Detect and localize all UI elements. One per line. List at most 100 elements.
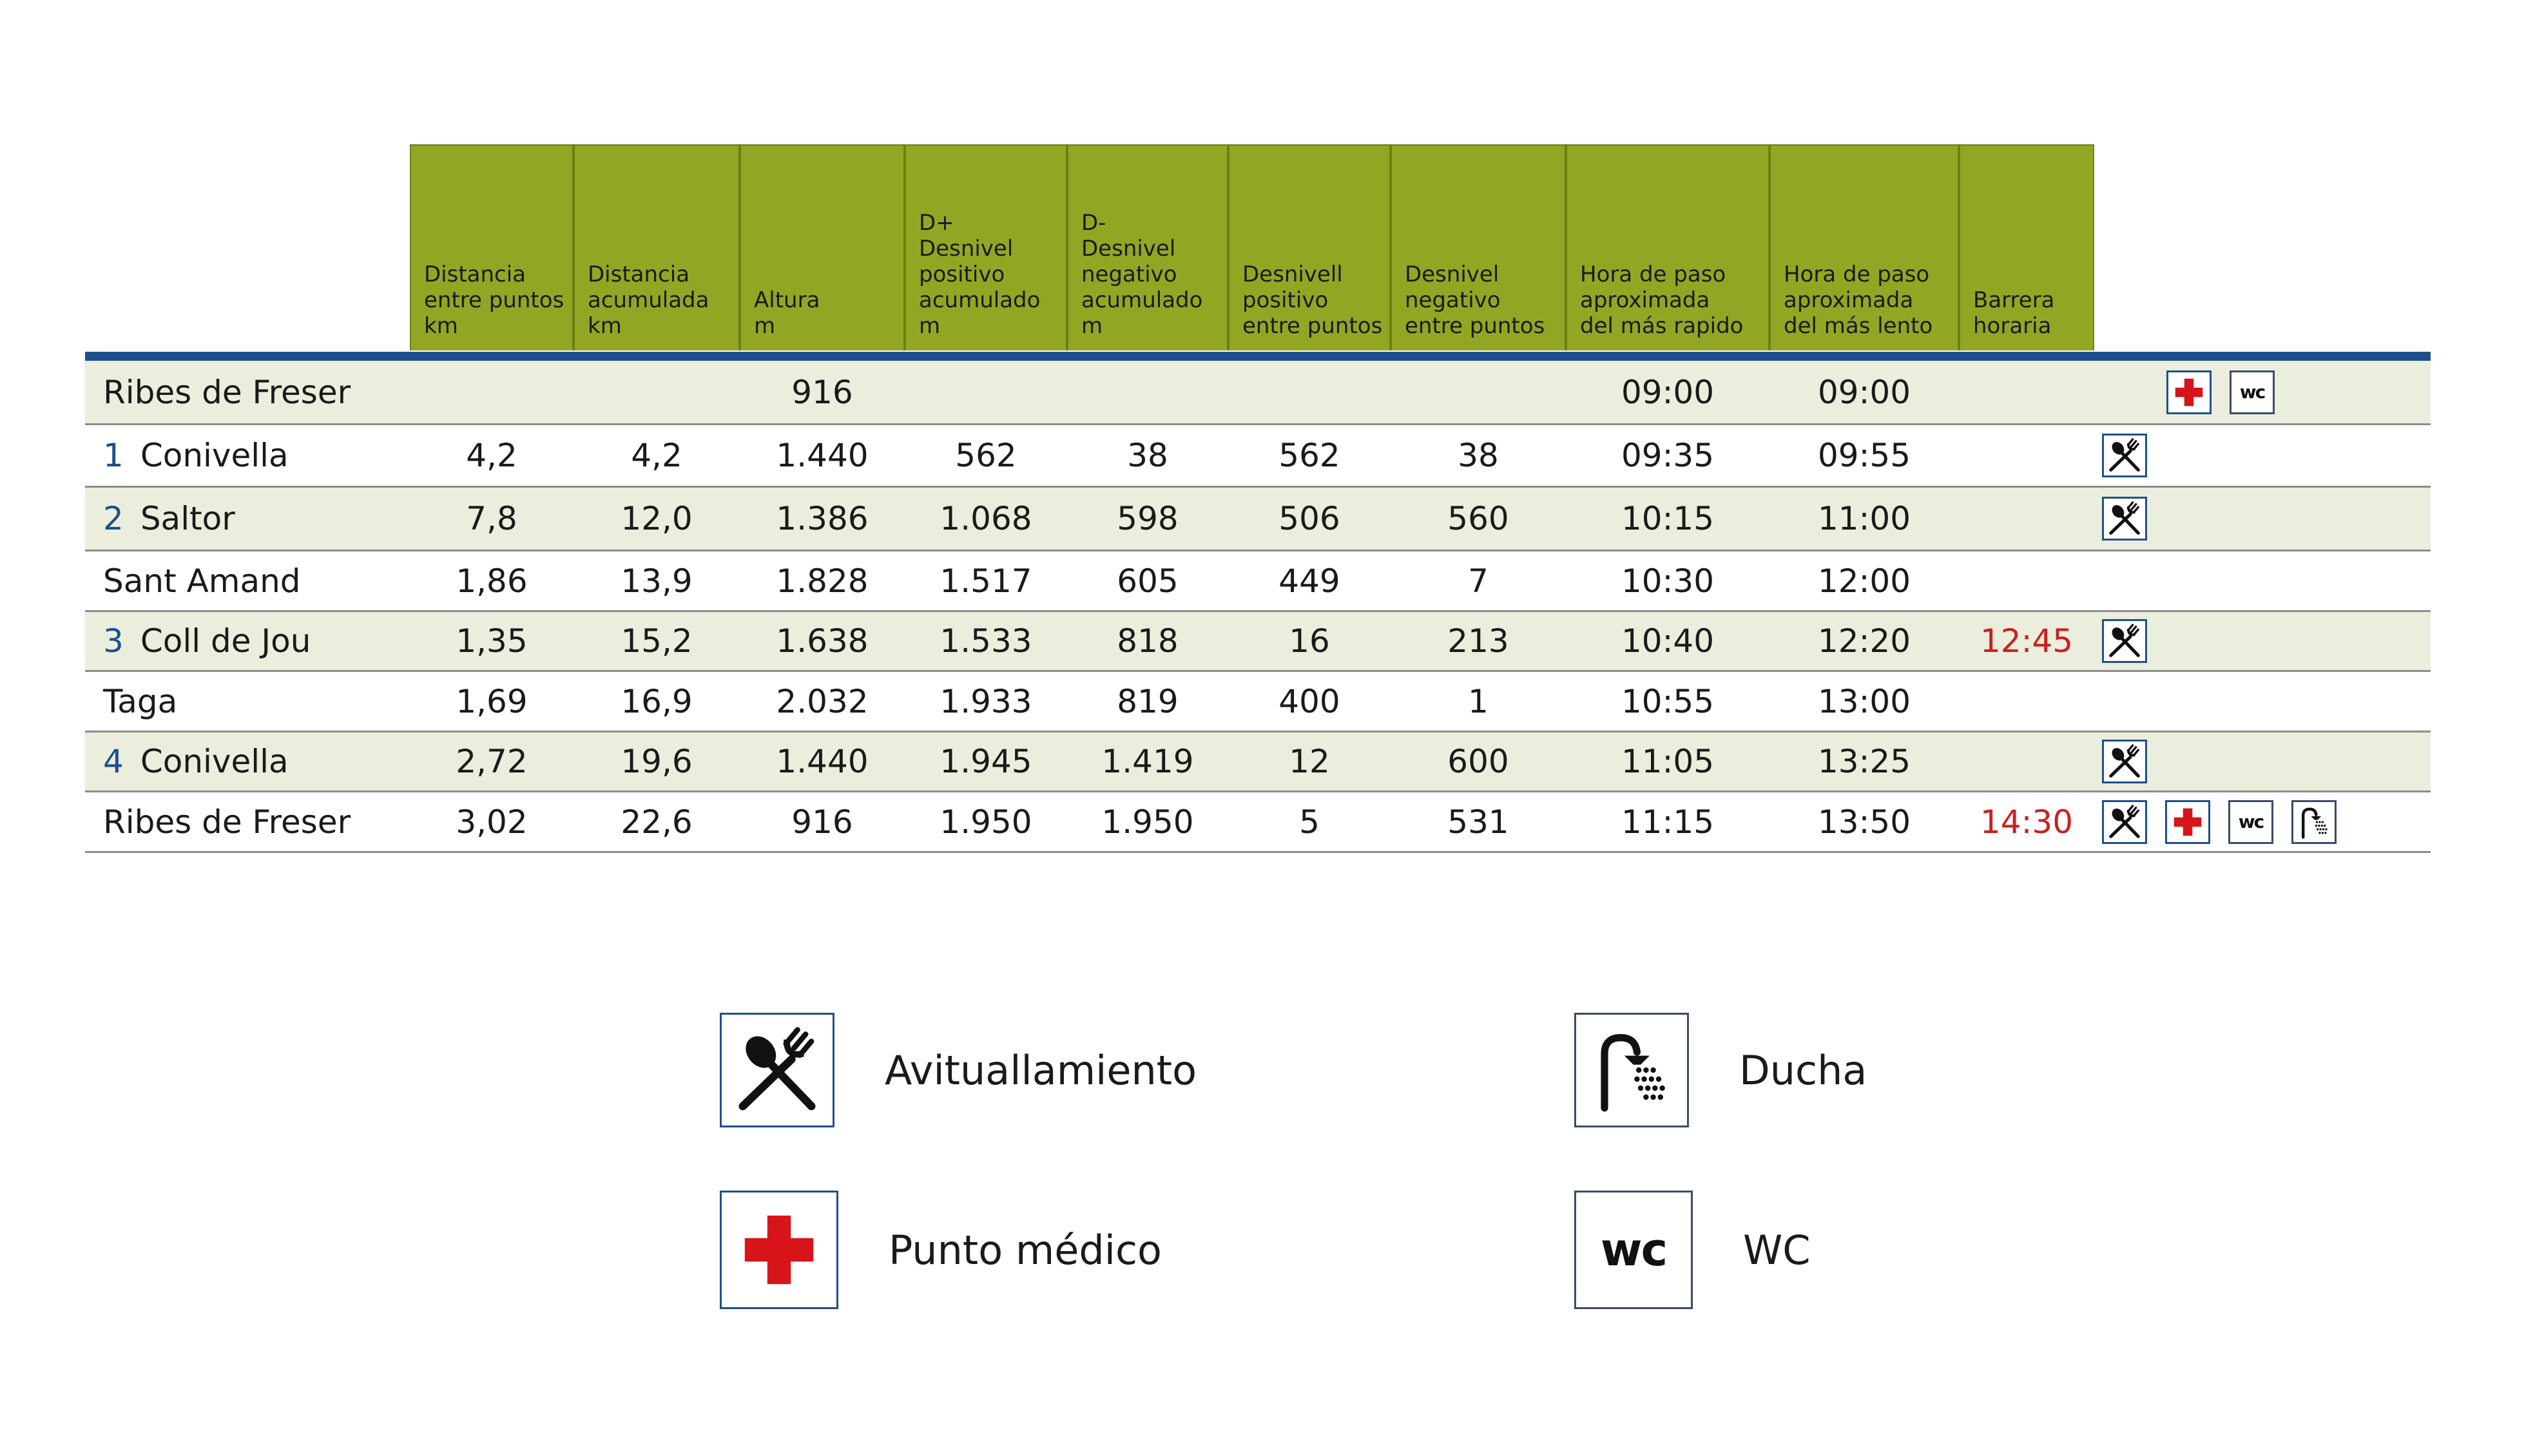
legend-item: Punto médico xyxy=(720,1191,1162,1309)
shower-icon-legend xyxy=(1574,1013,1689,1127)
table-cell xyxy=(905,361,1067,423)
column-header: Altura m xyxy=(740,144,905,350)
table-row: 4 Conivella 2,72 19,6 1.440 1.945 1.419 12 600 11… xyxy=(85,733,2431,792)
table-cell: 1.068 xyxy=(940,500,1032,537)
table-cell: 531 xyxy=(1447,803,1509,841)
time-barrier-cell: 14:30 xyxy=(1980,803,2074,841)
service-icons xyxy=(2102,612,2147,670)
column-header-line: m xyxy=(919,313,941,339)
time-barrier-cell xyxy=(1959,488,2094,550)
table-cell: 15,2 xyxy=(621,622,693,660)
fork-knife-icon xyxy=(2102,800,2147,844)
service-icons xyxy=(2102,488,2147,550)
table-cell xyxy=(410,361,574,423)
table-cell: 16 xyxy=(1289,622,1330,660)
table-cell: 22,6 xyxy=(621,803,693,841)
column-header-line: aproximada xyxy=(1580,287,1710,313)
legend-label: Punto médico xyxy=(889,1226,1162,1274)
service-icons xyxy=(2102,733,2147,790)
table-cell: 213 xyxy=(1447,622,1509,660)
table-cell: 598 xyxy=(1117,500,1179,537)
checkpoint-name: Saltor xyxy=(140,500,235,537)
column-header: Barrera horaria xyxy=(1959,144,2094,350)
table-cell: 4,2 xyxy=(466,437,517,474)
time-barrier-cell: 12:45 xyxy=(1980,622,2074,660)
table-cell: 1.828 xyxy=(776,562,869,600)
column-header-line: negativo xyxy=(1081,262,1177,287)
column-header-line: acumulado xyxy=(1081,287,1203,313)
column-header-line: Desnivel xyxy=(1081,236,1176,262)
checkpoint-name-cell: Taga xyxy=(103,672,410,731)
column-header-line: km xyxy=(424,313,458,339)
table-cell: 13:00 xyxy=(1817,682,1911,720)
table-cell: 13:50 xyxy=(1817,803,1911,841)
checkpoint-name: Conivella xyxy=(140,743,289,780)
column-header-line: aproximada xyxy=(1784,287,1914,313)
legend-label: Avituallamiento xyxy=(885,1046,1197,1094)
table-row: Ribes de Freser 3,02 22,6 916 1.950 1.950 5 531… xyxy=(85,792,2431,853)
wc-icon-label: wc xyxy=(1600,1223,1668,1276)
table-cell: 506 xyxy=(1278,500,1340,537)
column-header-line: D- xyxy=(1081,210,1106,236)
table-cell: 38 xyxy=(1127,437,1168,474)
column-header: D+ Desnivel positivo acumulado m xyxy=(905,144,1067,350)
table-cell: 12 xyxy=(1289,743,1330,780)
column-header-line: km xyxy=(588,313,622,339)
table-cell: 11:15 xyxy=(1621,803,1715,841)
table-cell: 1.950 xyxy=(1101,803,1194,841)
table-cell: 10:30 xyxy=(1621,562,1715,600)
checkpoint-name: Ribes de Freser xyxy=(103,803,351,841)
table-cell: 3,02 xyxy=(456,803,528,841)
checkpoint-number: 4 xyxy=(103,743,124,780)
table-cell: 4,2 xyxy=(631,437,682,474)
table-cell: 13:25 xyxy=(1817,743,1911,780)
table-cell xyxy=(574,361,740,423)
table-cell: 1.933 xyxy=(940,682,1032,720)
column-header-line: D+ xyxy=(919,210,954,236)
fork-knife-icon-legend xyxy=(720,1013,834,1127)
legend-label: WC xyxy=(1743,1226,1811,1274)
table-cell: 1,86 xyxy=(456,562,528,600)
column-header: Distancia entre puntos km xyxy=(410,144,574,350)
column-header-line: Desnivel xyxy=(919,236,1014,262)
table-row: Ribes de Freser 916 09:00 09:00 wc xyxy=(85,361,2431,425)
checkpoint-number: 2 xyxy=(103,500,124,537)
table-cell: 1.950 xyxy=(940,803,1032,841)
checkpoint-name: Sant Amand xyxy=(103,562,301,600)
column-header-line: acumulada xyxy=(588,287,709,313)
column-header-line: horaria xyxy=(1973,313,2052,339)
table-cell: 10:55 xyxy=(1621,682,1715,720)
table-cell: 1.440 xyxy=(776,437,869,474)
table-cell: 5 xyxy=(1299,803,1320,841)
table-cell: 818 xyxy=(1117,622,1179,660)
table-row: Taga 1,69 16,9 2.032 1.933 819 400 1 10:55 13:00 xyxy=(85,672,2431,733)
table-cell: 16,9 xyxy=(621,682,693,720)
column-header: D- Desnivel negativo acumulado m xyxy=(1067,144,1228,350)
table-cell: 560 xyxy=(1447,500,1509,537)
red-cross-icon xyxy=(2166,370,2212,414)
table-cell: 12:00 xyxy=(1817,562,1911,600)
checkpoint-name: Conivella xyxy=(140,437,289,474)
column-header: Desnivel negativo entre puntos xyxy=(1391,144,1566,350)
table-cell: 600 xyxy=(1447,743,1509,780)
fork-knife-icon xyxy=(2102,434,2147,477)
table-cell: 1.533 xyxy=(940,622,1032,660)
time-barrier-cell xyxy=(1959,361,2094,423)
time-barrier-cell xyxy=(1959,672,2094,731)
checkpoint-name-cell: 1 Conivella xyxy=(103,425,410,486)
checkpoint-name-cell: Ribes de Freser xyxy=(103,792,410,851)
table-cell: 12,0 xyxy=(621,500,693,537)
time-barrier-cell xyxy=(1959,733,2094,790)
table-cell: 1.440 xyxy=(776,743,869,780)
table-row: 2 Saltor 7,8 12,0 1.386 1.068 598 506 560 10:15 11… xyxy=(85,488,2431,551)
checkpoint-name-cell: Sant Amand xyxy=(103,551,410,610)
red-cross-icon xyxy=(2165,800,2210,844)
table-cell: 2,72 xyxy=(456,743,528,780)
table-cell: 1 xyxy=(1468,682,1489,720)
table-cell: 400 xyxy=(1278,682,1340,720)
shower-icon xyxy=(2291,800,2337,844)
column-header-line: Barrera xyxy=(1973,287,2055,313)
checkpoint-name-cell: 4 Conivella xyxy=(103,733,410,790)
legend-item: Ducha xyxy=(1574,1013,1867,1127)
